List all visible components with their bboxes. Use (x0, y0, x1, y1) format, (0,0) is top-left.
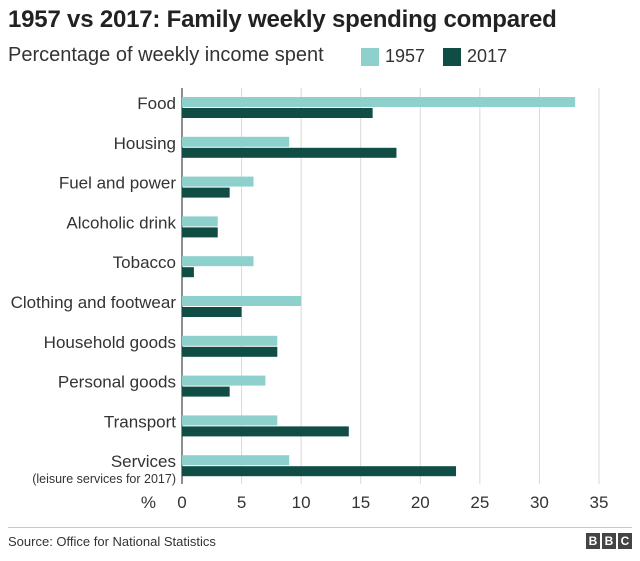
bar-1957 (182, 296, 302, 306)
category-label: Food (137, 94, 176, 113)
x-tick-label: 5 (237, 493, 246, 512)
legend-label-1957: 1957 (385, 46, 426, 66)
bar-2017 (182, 227, 218, 238)
category-label: Household goods (44, 333, 176, 352)
legend-item-2017: 2017 (443, 46, 507, 67)
bar-2017 (182, 307, 242, 317)
category-label: Alcoholic drink (66, 213, 176, 232)
x-unit-label: % (141, 493, 156, 512)
bbc-logo-letter: C (618, 533, 632, 549)
legend: 1957 2017 (361, 46, 525, 67)
bar-1957 (182, 375, 266, 386)
category-label: Clothing and footwear (11, 293, 177, 312)
x-tick-label: 20 (411, 493, 430, 512)
category-label: Fuel and power (59, 174, 177, 193)
source-note: Source: Office for National Statistics (8, 534, 216, 549)
bar-2017 (182, 426, 349, 437)
x-tick-label: 0 (177, 493, 186, 512)
category-label: Personal goods (58, 373, 176, 392)
bar-1957 (182, 97, 576, 107)
bar-1957 (182, 256, 254, 267)
bar-2017 (182, 147, 397, 158)
x-tick-label: 10 (292, 493, 311, 512)
category-label: Housing (114, 134, 176, 153)
bar-1957 (182, 176, 254, 187)
category-label: Tobacco (113, 253, 176, 272)
x-tick-label: 25 (470, 493, 489, 512)
category-label: Transport (104, 412, 176, 431)
bar-2017 (182, 386, 230, 397)
footer-divider (8, 527, 632, 528)
bbc-logo: B B C (586, 533, 632, 549)
chart-title: 1957 vs 2017: Family weekly spending com… (8, 6, 557, 33)
bar-chart: 0 5 10 15 20 25 30 35% Food Housing Fuel and power… (11, 88, 609, 512)
bar-2017 (182, 187, 230, 198)
x-tick-label: 15 (351, 493, 370, 512)
bar-2017 (182, 346, 278, 357)
category-note: (leisure services for 2017) (32, 472, 176, 486)
bbc-logo-letter: B (586, 533, 600, 549)
bar-1957 (182, 136, 290, 147)
chart-subtitle: Percentage of weekly income spent (8, 44, 324, 66)
bar-2017 (182, 108, 373, 118)
bar-1957 (182, 415, 278, 426)
x-tick-label: 30 (530, 493, 549, 512)
x-tick-label: 35 (590, 493, 609, 512)
legend-label-2017: 2017 (467, 46, 508, 66)
legend-swatch-2017 (443, 47, 462, 66)
legend-item-1957: 1957 (361, 46, 425, 67)
bar-2017 (182, 466, 457, 477)
bar-1957 (182, 335, 278, 346)
bar-1957 (182, 216, 218, 227)
bbc-logo-letter: B (602, 533, 616, 549)
bar-2017 (182, 267, 194, 278)
legend-swatch-1957 (361, 47, 379, 66)
category-label: Services (111, 452, 176, 471)
bar-1957 (182, 455, 290, 466)
